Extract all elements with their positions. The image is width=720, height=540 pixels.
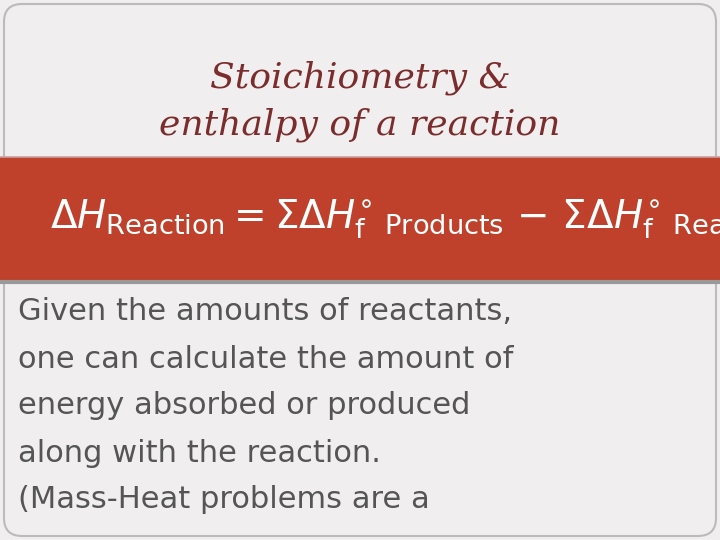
Text: enthalpy of a reaction: enthalpy of a reaction — [159, 108, 561, 142]
FancyBboxPatch shape — [4, 4, 716, 536]
Text: Given the amounts of reactants,: Given the amounts of reactants, — [18, 298, 512, 327]
Text: along with the reaction.: along with the reaction. — [18, 438, 381, 468]
Text: Stoichiometry &: Stoichiometry & — [210, 60, 510, 95]
Text: energy absorbed or produced: energy absorbed or produced — [18, 392, 470, 421]
Bar — [0, 157, 720, 282]
Text: (Mass-Heat problems are a: (Mass-Heat problems are a — [18, 485, 430, 515]
Text: one can calculate the amount of: one can calculate the amount of — [18, 345, 513, 374]
Text: $\Delta H_{\mathsf{Reaction}}$$=\Sigma\Delta H_{\mathsf{f}}^{\circ}$$_{\mathsf{\: $\Delta H_{\mathsf{Reaction}}$$=\Sigma\D… — [50, 198, 720, 241]
